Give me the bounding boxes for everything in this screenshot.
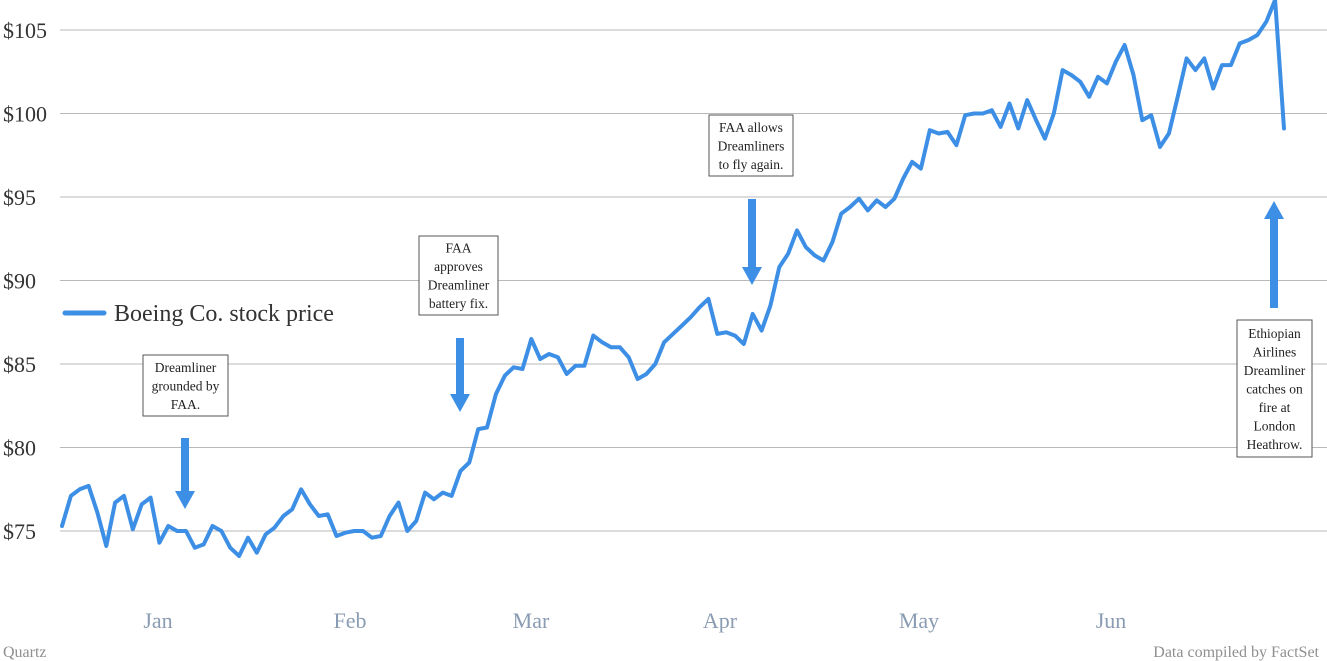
annotation-text: Dreamliner bbox=[155, 360, 217, 375]
annotation-text: fire at bbox=[1259, 400, 1291, 415]
x-tick-label: Feb bbox=[334, 608, 367, 633]
x-tick-label: Jan bbox=[143, 608, 172, 633]
annotation-text: catches on bbox=[1246, 381, 1303, 396]
y-tick-label: $90 bbox=[3, 269, 36, 294]
arrow-head bbox=[450, 394, 470, 412]
x-tick-label: May bbox=[899, 608, 939, 633]
annotation-text: FAA allows bbox=[719, 120, 783, 135]
annotation: FAA allows Dreamliners to fly again. bbox=[708, 114, 794, 285]
legend-label: Boeing Co. stock price bbox=[114, 301, 334, 327]
y-tick-label: $100 bbox=[3, 102, 47, 127]
annotation-text: Ethiopian bbox=[1248, 326, 1301, 341]
annotation-text: London bbox=[1254, 418, 1296, 433]
annotation-text: Dreamliner bbox=[428, 278, 490, 293]
annotation-box bbox=[418, 235, 499, 316]
x-axis-labels: Jan Feb Mar Apr May Jun bbox=[143, 608, 1126, 633]
annotation-text: battery fix. bbox=[429, 296, 488, 311]
y-tick-label: $105 bbox=[3, 18, 47, 43]
y-tick-label: $80 bbox=[3, 436, 36, 461]
annotation-text: grounded by bbox=[152, 378, 220, 393]
y-axis-labels: $75$80$85$90$95$100$105$110 bbox=[3, 18, 47, 544]
footer-source: Quartz bbox=[3, 644, 47, 661]
series-lines bbox=[60, 0, 1286, 558]
annotations: Dreamliner grounded by FAA. FAA approves Drea… bbox=[142, 114, 1313, 509]
x-tick-label: Jun bbox=[1096, 608, 1127, 633]
y-tick-label: $95 bbox=[3, 185, 36, 210]
annotation-box bbox=[708, 114, 794, 177]
x-tick-label: Mar bbox=[513, 608, 550, 633]
annotation-text: Heathrow. bbox=[1247, 437, 1303, 452]
arrow-head bbox=[1264, 201, 1284, 219]
arrow-head bbox=[742, 267, 762, 285]
annotation-text: Dreamliner bbox=[1244, 363, 1306, 378]
gridlines bbox=[60, 29, 1327, 532]
annotation-text: Airlines bbox=[1253, 344, 1297, 359]
annotation-text: to fly again. bbox=[719, 157, 784, 172]
y-tick-label: $75 bbox=[3, 519, 36, 544]
annotation-text: Dreamliners bbox=[718, 138, 785, 153]
series-line bbox=[60, 0, 1286, 558]
footer-credit: Data compiled by FactSet bbox=[1153, 644, 1319, 661]
annotation-box bbox=[142, 354, 229, 417]
annotation-text: approves bbox=[434, 259, 483, 274]
annotation-text: FAA bbox=[445, 241, 471, 256]
arrow-head bbox=[175, 491, 195, 509]
x-tick-label: Apr bbox=[703, 608, 738, 633]
legend: Boeing Co. stock price bbox=[62, 301, 334, 327]
y-tick-label: $85 bbox=[3, 352, 36, 377]
annotation-box bbox=[1236, 319, 1313, 458]
annotation: FAA approves Dreamliner battery fix. bbox=[418, 235, 499, 412]
annotation: Ethiopian Airlines Dreamliner catches on fir… bbox=[1236, 201, 1313, 458]
annotation-text: FAA. bbox=[171, 397, 200, 412]
annotation: Dreamliner grounded by FAA. bbox=[142, 354, 229, 509]
